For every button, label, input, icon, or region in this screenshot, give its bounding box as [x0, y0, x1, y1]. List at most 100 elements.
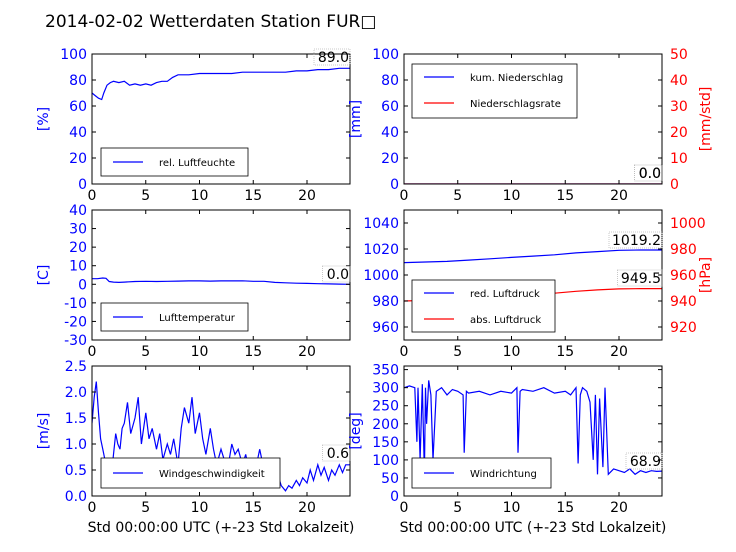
- y-tick-label: -30: [64, 333, 87, 349]
- y-tick-label: 0.0: [65, 489, 87, 505]
- panel-humidity: 0 5 10 15 20 0 20 40 60 80 100 [%] 89.0 rel. Luftfeuc…: [36, 47, 351, 204]
- y-tick-label: 40: [381, 125, 399, 141]
- y-right-tick-label: 940: [670, 294, 697, 310]
- panel-wind_direction: 0 5 10 15 20050100150200250300350[deg]68.9Wi…: [348, 363, 663, 516]
- x-tick-label: 15: [556, 500, 574, 516]
- panel-precipitation: 0 5 10 15 20 0 20 40 60 80 100 0 10 20 30 40 50 [mm] [mm/s…: [348, 47, 714, 204]
- x-tick-label: 20: [610, 500, 628, 516]
- x-tick-label: 10: [503, 500, 521, 516]
- y-tick-label: 10: [69, 259, 87, 275]
- y-tick-label: 100: [372, 47, 399, 63]
- panel-pressure: 0 5 10 15 20 960 980 1000 1020 1040 920 940 960 980 10…: [363, 209, 714, 360]
- y-tick-label: 20: [381, 151, 399, 167]
- y-right-tick-label: 10: [670, 151, 688, 167]
- y-tick-label: 100: [60, 47, 87, 63]
- y-axis-label: [deg]: [348, 412, 364, 449]
- y-tick-label: 980: [372, 294, 399, 310]
- y-right-tick-label: 980: [670, 242, 697, 258]
- plot-frame: [403, 53, 663, 185]
- current-value-box: [322, 265, 351, 283]
- y-tick-label: 0: [78, 277, 87, 293]
- y-tick-label: -20: [64, 314, 87, 330]
- y-tick-label: 1000: [363, 268, 399, 284]
- current-value-label: 0.0: [639, 166, 661, 182]
- y-tick-label: 80: [381, 73, 399, 89]
- y-tick-label: 100: [372, 453, 399, 469]
- y-right-axis-label: [hPa]: [698, 257, 714, 293]
- x-tick-label: 0: [88, 188, 97, 204]
- y-tick-label: 80: [69, 73, 87, 89]
- panel-temperature: 0 5 10 15 20 -30 -20 -10 0 10 20 30 40 [C] 0.0 Lufttemp…: [36, 203, 351, 360]
- y-tick-label: 20: [69, 240, 87, 256]
- legend: Windrichtung: [411, 457, 552, 489]
- y-tick-label: 350: [372, 363, 399, 379]
- series-line-0: [92, 381, 350, 492]
- x-tick-label: 20: [298, 188, 316, 204]
- plot-frame: [91, 365, 351, 497]
- x-tick-label: 20: [610, 188, 628, 204]
- current-value-label: 1019.2: [612, 233, 661, 249]
- x-tick-label: 20: [298, 344, 316, 360]
- x-tick-label: 5: [141, 188, 150, 204]
- y-axis-label: [%]: [36, 107, 52, 131]
- y-tick-label: 30: [69, 222, 87, 238]
- x-axis-label-left: Std 00:00:00 UTC (+-23 Std Lokalzeit): [88, 520, 355, 536]
- y-tick-label: 0: [390, 489, 399, 505]
- y-tick-label: 250: [372, 399, 399, 415]
- y-right-tick-label: 20: [670, 125, 688, 141]
- legend-entry: rel. Luftfeuchte: [159, 158, 235, 169]
- x-tick-label: 10: [191, 500, 209, 516]
- current-value-box: [625, 452, 663, 470]
- x-tick-label: 0: [400, 344, 409, 360]
- legend: red. Luftdruck abs. Luftdruck: [411, 279, 556, 333]
- series-line-0: [92, 277, 350, 285]
- x-tick-label: 10: [503, 188, 521, 204]
- y-tick-label: 2.5: [65, 359, 87, 375]
- y-right-tick-label: 1000: [670, 216, 706, 232]
- y-tick-label: 0: [390, 177, 399, 193]
- legend: Lufttemperatur: [100, 302, 249, 332]
- x-tick-label: 0: [88, 500, 97, 516]
- plot-frame: [403, 365, 663, 497]
- y-tick-label: 300: [372, 381, 399, 397]
- y-tick-label: 960: [372, 320, 399, 336]
- current-value-label: 68.9: [630, 454, 661, 470]
- x-tick-label: 0: [400, 500, 409, 516]
- y-tick-label: 0: [78, 177, 87, 193]
- legend-entry: abs. Luftdruck: [470, 315, 541, 326]
- figure-title: 2014-02-02 Wetterdaten Station FUR□: [45, 12, 376, 32]
- y-axis-label: [m/s]: [36, 413, 52, 450]
- y-tick-label: 1020: [363, 242, 399, 258]
- y-right-axis-label: [mm/std]: [698, 87, 714, 152]
- legend-entry: Windrichtung: [470, 469, 537, 480]
- current-value-box: [313, 48, 351, 66]
- legend: kum. Niederschlag Niederschlagsrate: [411, 63, 578, 119]
- current-value-box: [617, 269, 663, 287]
- y-tick-label: 0.5: [65, 463, 87, 479]
- legend-box: [411, 279, 556, 333]
- y-tick-label: 2.0: [65, 385, 87, 401]
- legend-entry: Lufttemperatur: [159, 313, 236, 324]
- y-tick-label: 150: [372, 435, 399, 451]
- current-value-label: 0.0: [639, 166, 661, 182]
- x-tick-label: 5: [141, 344, 150, 360]
- current-value-box: [608, 231, 663, 249]
- x-tick-label: 15: [556, 188, 574, 204]
- y-tick-label: 1.0: [65, 437, 87, 453]
- y-right-tick-label: 920: [670, 320, 697, 336]
- x-tick-label: 20: [610, 344, 628, 360]
- x-tick-label: 5: [453, 188, 462, 204]
- x-tick-label: 15: [244, 500, 262, 516]
- current-value-label: 0.0: [327, 267, 349, 283]
- y-axis-label: [C]: [36, 265, 52, 286]
- x-axis-label-right: Std 00:00:00 UTC (+-23 Std Lokalzeit): [400, 520, 667, 536]
- x-tick-label: 15: [244, 188, 262, 204]
- current-value-label: 89.0: [318, 50, 349, 66]
- y-right-tick-label: 960: [670, 268, 697, 284]
- legend-box: [411, 63, 578, 119]
- current-value-box: [634, 164, 663, 182]
- x-tick-label: 15: [244, 344, 262, 360]
- y-tick-label: 40: [69, 125, 87, 141]
- x-tick-label: 0: [88, 344, 97, 360]
